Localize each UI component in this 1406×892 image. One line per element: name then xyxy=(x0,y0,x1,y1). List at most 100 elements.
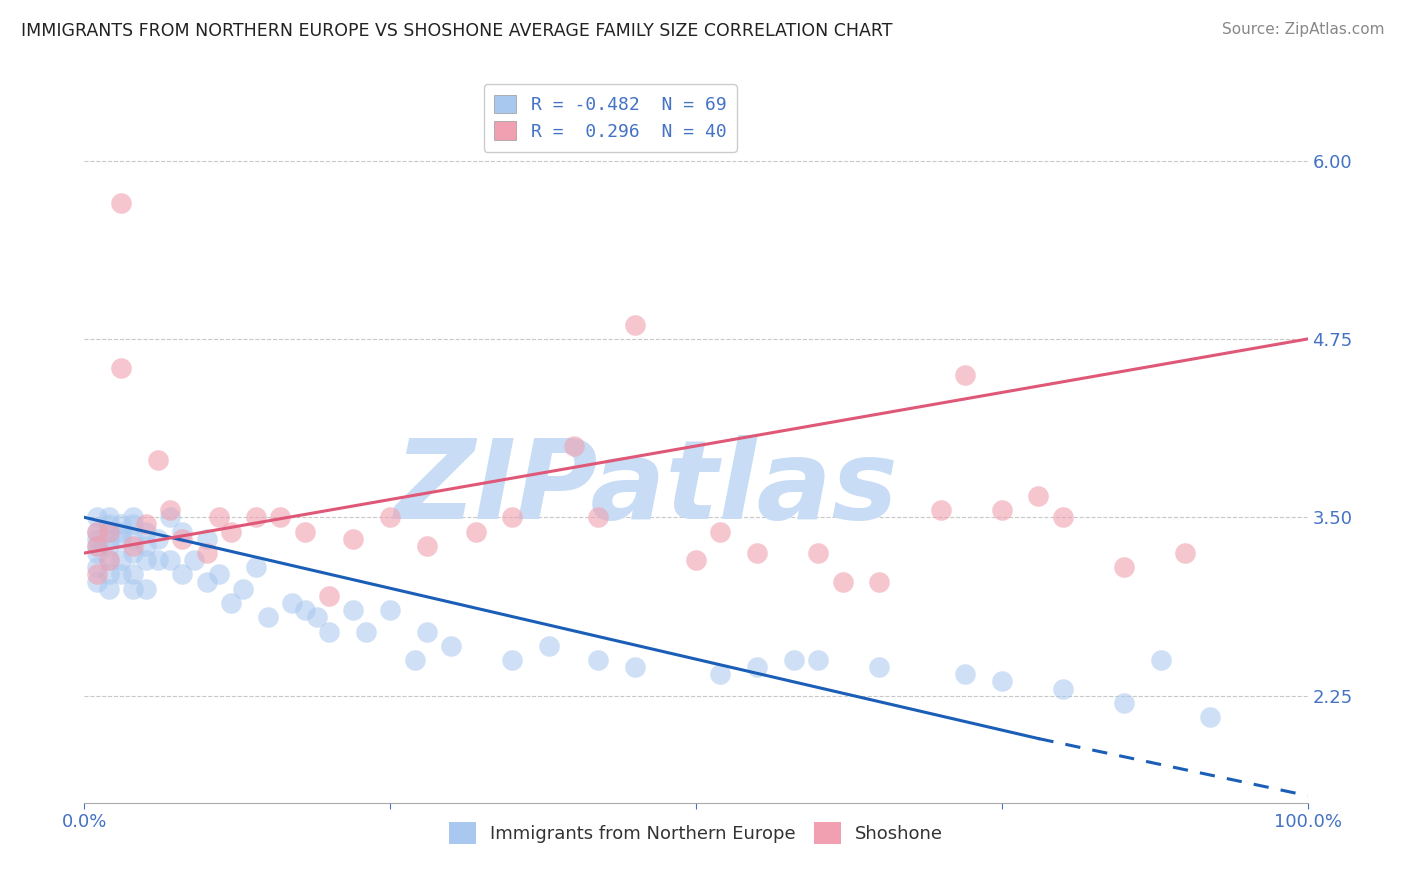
Point xyxy=(122,539,145,553)
Point xyxy=(172,567,194,582)
Point xyxy=(86,539,108,553)
Point xyxy=(97,524,120,539)
Point xyxy=(929,503,952,517)
Point xyxy=(747,546,769,560)
Point xyxy=(219,524,242,539)
Point xyxy=(318,624,340,639)
Point xyxy=(195,532,218,546)
Point xyxy=(86,560,108,574)
Point xyxy=(747,660,769,674)
Point xyxy=(502,510,524,524)
Point xyxy=(404,653,426,667)
Point xyxy=(110,360,132,375)
Text: IMMIGRANTS FROM NORTHERN EUROPE VS SHOSHONE AVERAGE FAMILY SIZE CORRELATION CHAR: IMMIGRANTS FROM NORTHERN EUROPE VS SHOSH… xyxy=(21,22,893,40)
Point xyxy=(1150,653,1173,667)
Point xyxy=(1174,546,1197,560)
Point xyxy=(991,503,1014,517)
Point xyxy=(245,560,267,574)
Point xyxy=(1114,696,1136,710)
Point xyxy=(1052,681,1074,696)
Point xyxy=(269,510,291,524)
Point xyxy=(208,510,231,524)
Point xyxy=(562,439,585,453)
Point xyxy=(97,524,120,539)
Point xyxy=(172,524,194,539)
Point xyxy=(440,639,463,653)
Point xyxy=(807,653,830,667)
Point xyxy=(159,503,181,517)
Point xyxy=(245,510,267,524)
Text: ZIPatlas: ZIPatlas xyxy=(395,435,898,542)
Point xyxy=(110,567,132,582)
Point xyxy=(159,510,181,524)
Point xyxy=(257,610,280,624)
Point xyxy=(380,510,402,524)
Point xyxy=(97,539,120,553)
Point xyxy=(86,524,108,539)
Point xyxy=(86,539,108,553)
Point xyxy=(354,624,377,639)
Point xyxy=(416,539,439,553)
Point xyxy=(709,667,731,681)
Point xyxy=(172,532,194,546)
Point xyxy=(624,660,647,674)
Point xyxy=(97,532,120,546)
Point xyxy=(97,567,120,582)
Point xyxy=(135,539,157,553)
Point xyxy=(294,524,316,539)
Point xyxy=(110,553,132,567)
Point xyxy=(183,553,205,567)
Point xyxy=(305,610,328,624)
Point xyxy=(1198,710,1220,724)
Legend: Immigrants from Northern Europe, Shoshone: Immigrants from Northern Europe, Shoshon… xyxy=(441,814,950,851)
Point xyxy=(195,574,218,589)
Point xyxy=(122,532,145,546)
Point xyxy=(869,574,891,589)
Point xyxy=(1114,560,1136,574)
Point xyxy=(807,546,830,560)
Point xyxy=(281,596,304,610)
Point xyxy=(195,546,218,560)
Point xyxy=(135,582,157,596)
Point xyxy=(86,546,108,560)
Point xyxy=(122,546,145,560)
Point xyxy=(110,532,132,546)
Point xyxy=(110,524,132,539)
Point xyxy=(953,667,976,681)
Point xyxy=(97,553,120,567)
Point xyxy=(97,510,120,524)
Point xyxy=(538,639,561,653)
Point xyxy=(232,582,254,596)
Point xyxy=(86,524,108,539)
Point xyxy=(624,318,647,332)
Point xyxy=(208,567,231,582)
Point xyxy=(294,603,316,617)
Point xyxy=(135,524,157,539)
Point xyxy=(586,510,609,524)
Point xyxy=(122,510,145,524)
Point xyxy=(86,567,108,582)
Point xyxy=(380,603,402,617)
Point xyxy=(342,603,364,617)
Point xyxy=(342,532,364,546)
Point xyxy=(122,582,145,596)
Point xyxy=(135,517,157,532)
Point xyxy=(97,582,120,596)
Point xyxy=(146,553,169,567)
Point xyxy=(97,553,120,567)
Point xyxy=(869,660,891,674)
Point xyxy=(1028,489,1050,503)
Text: Source: ZipAtlas.com: Source: ZipAtlas.com xyxy=(1222,22,1385,37)
Point xyxy=(464,524,486,539)
Point xyxy=(586,653,609,667)
Point xyxy=(97,517,120,532)
Point xyxy=(1052,510,1074,524)
Point xyxy=(86,532,108,546)
Point xyxy=(783,653,806,667)
Point xyxy=(219,596,242,610)
Point xyxy=(86,574,108,589)
Point xyxy=(831,574,853,589)
Point xyxy=(318,589,340,603)
Point xyxy=(416,624,439,639)
Point xyxy=(146,532,169,546)
